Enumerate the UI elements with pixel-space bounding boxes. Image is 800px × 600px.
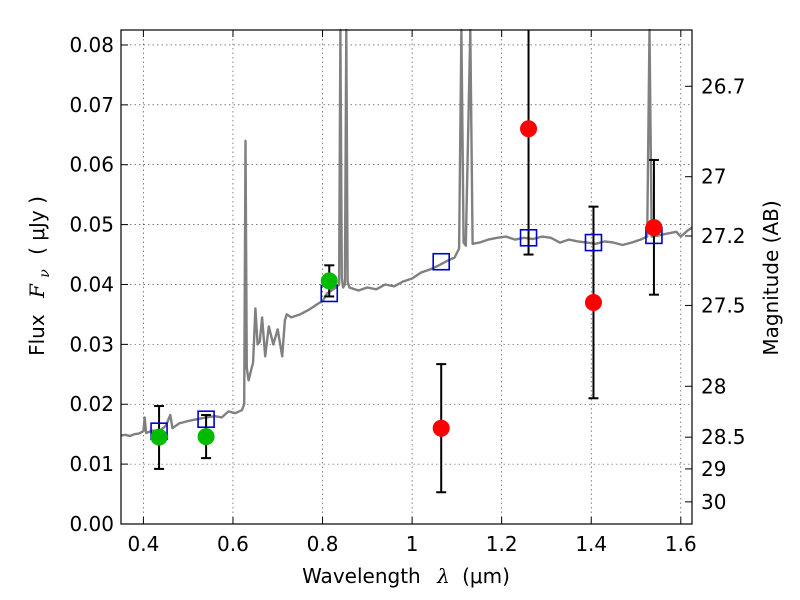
y-tick-label: 0.02 — [69, 392, 114, 416]
y2-tick-label: 26.7 — [701, 74, 746, 98]
y-tick-label: 0.00 — [69, 512, 114, 536]
y-axis-subscript: ν — [37, 269, 53, 278]
y2-tick-label: 27 — [701, 165, 726, 189]
x-tick-label: 1.4 — [575, 532, 607, 556]
y-axis-label: Flux — [25, 314, 49, 356]
y2-axis-ticks: 26.7 27 27.2 27.5 28 28.5 29 30 — [685, 74, 746, 514]
y2-tick-label: 30 — [701, 490, 726, 514]
x-axis-symbol: λ — [436, 564, 450, 588]
x-tick-label: 1.2 — [486, 532, 518, 556]
x-tick-label: 0.4 — [127, 532, 159, 556]
observed-points — [150, 120, 663, 446]
model-spectrum — [120, 28, 693, 438]
y-tick-label: 0.07 — [69, 93, 114, 117]
x-axis-title: Wavelength λ (μm) — [302, 564, 510, 588]
y-axis-symbol: F — [25, 283, 49, 299]
model-photometry-square — [432, 252, 451, 271]
model-photometry-markers — [150, 226, 663, 440]
observed-point — [645, 219, 663, 237]
x-axis-ticks: 0.4 0.6 0.8 1 1.2 1.4 1.6 — [127, 30, 697, 556]
model-photometry-square — [584, 233, 603, 252]
observed-point — [584, 293, 602, 311]
y-tick-label: 0.08 — [69, 33, 114, 57]
observed-point — [150, 428, 168, 446]
y2-tick-label: 29 — [701, 457, 726, 481]
model-photometry-square — [519, 228, 538, 247]
y2-tick-label: 27.2 — [701, 224, 746, 248]
y-tick-label: 0.03 — [69, 332, 114, 356]
plot-frame — [120, 29, 693, 525]
observed-point — [197, 428, 215, 446]
x-axis-label: Wavelength — [302, 564, 421, 588]
y2-tick-label: 28 — [701, 374, 726, 398]
x-tick-label: 0.8 — [307, 532, 339, 556]
y-tick-label: 0.05 — [69, 213, 114, 237]
y-axis-unit: ( μJy ) — [25, 196, 49, 255]
y2-tick-label: 27.5 — [701, 293, 746, 317]
y2-axis-title: Magnitude (AB) — [759, 200, 783, 355]
observed-point — [320, 272, 338, 290]
model-photometry-square — [197, 410, 215, 429]
observed-point — [432, 419, 450, 437]
x-tick-label: 1 — [406, 532, 419, 556]
x-tick-label: 1.6 — [665, 532, 697, 556]
y-axis-title: Flux F ν ( μJy ) — [25, 196, 54, 356]
y-tick-label: 0.04 — [69, 272, 114, 296]
y2-tick-label: 28.5 — [701, 425, 746, 449]
spectrum-line — [120, 28, 693, 438]
x-axis-unit: (μm) — [462, 564, 510, 588]
observed-point — [520, 120, 538, 138]
y-axis-ticks: 0.00 0.01 0.02 0.03 0.04 0.05 0.06 0.07 0.08 — [69, 33, 128, 536]
y-tick-label: 0.01 — [69, 452, 114, 476]
x-tick-label: 0.6 — [217, 532, 249, 556]
y-tick-label: 0.06 — [69, 153, 114, 177]
error-bars — [154, 30, 659, 494]
